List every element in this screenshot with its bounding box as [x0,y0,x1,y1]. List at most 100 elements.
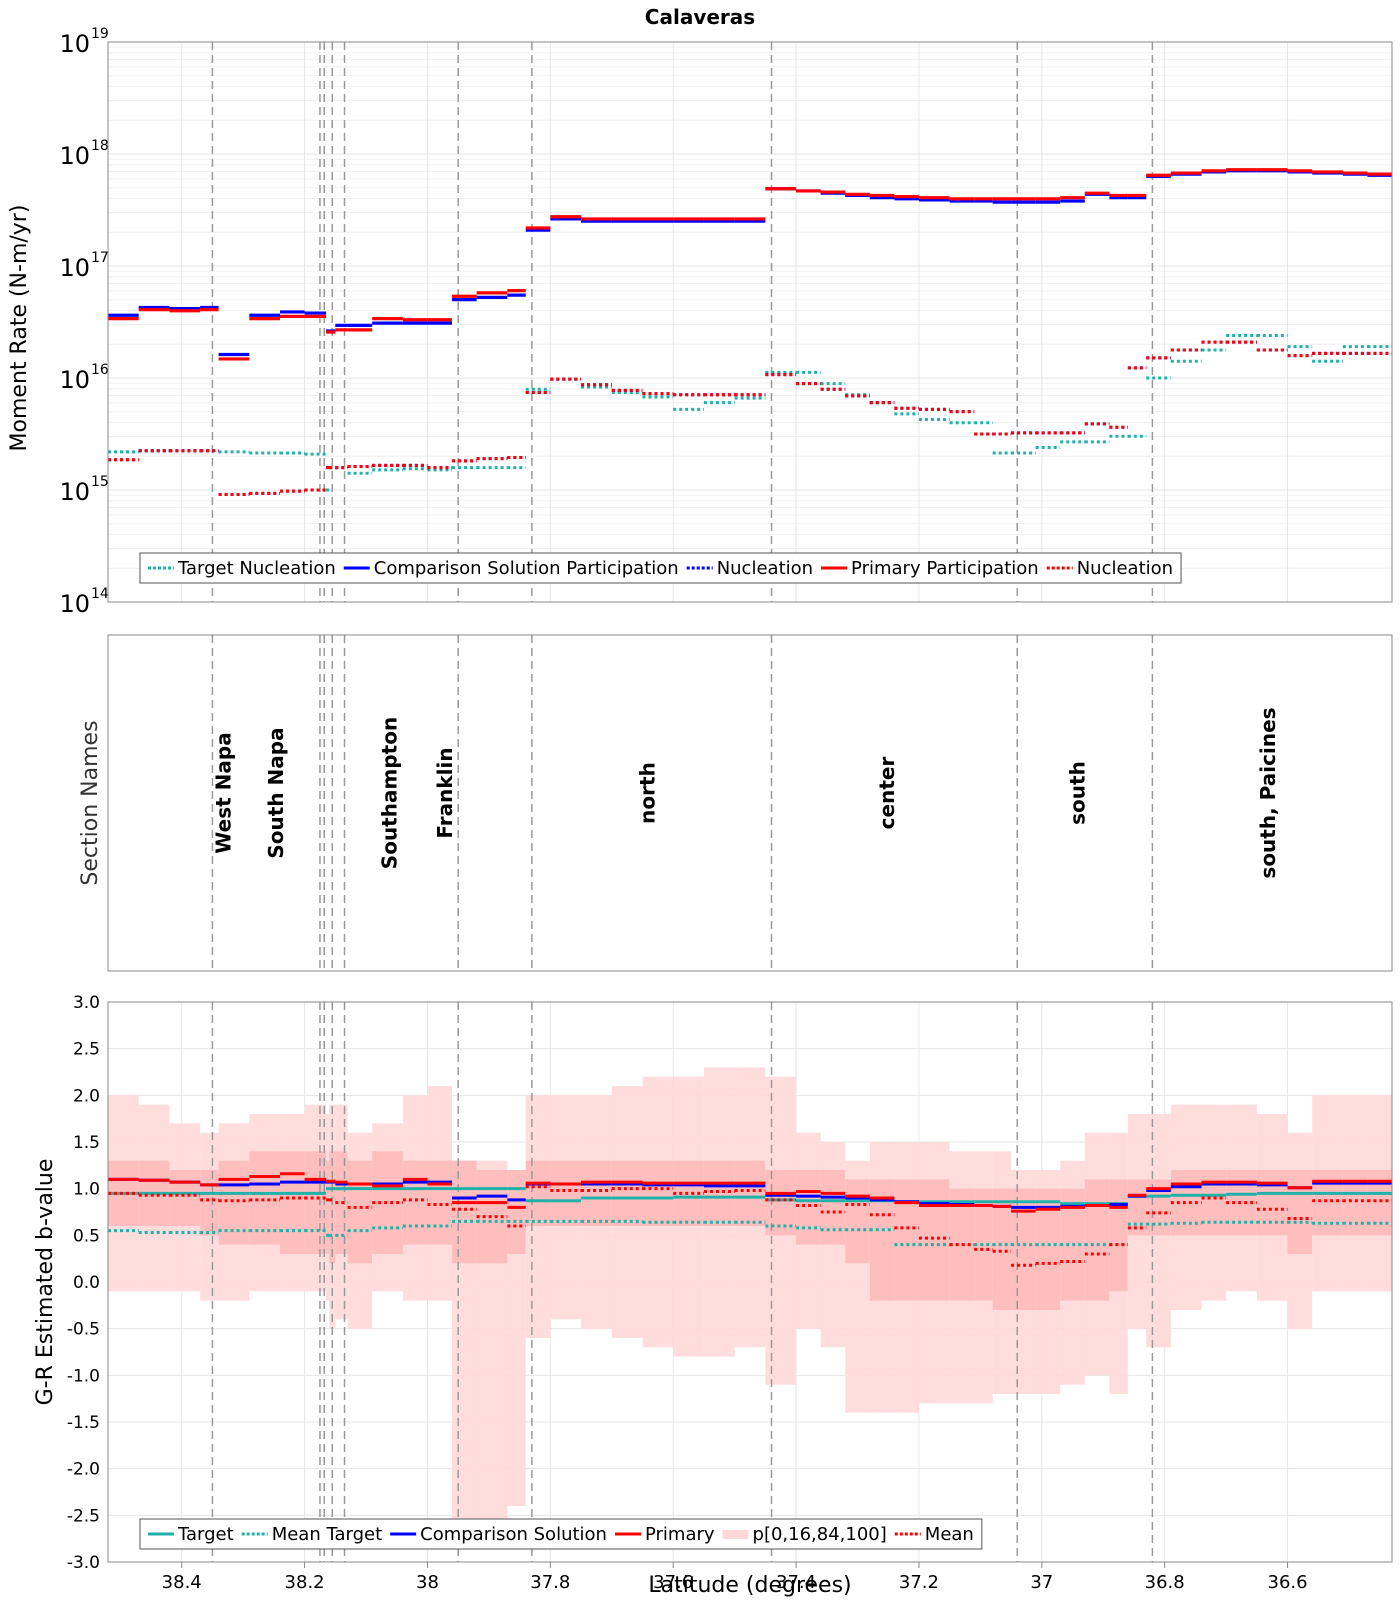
section-label: center [875,757,899,830]
y-tick-exponent: 17 [91,250,109,266]
section-label: south [1066,761,1090,825]
x-axis-label: Latitude (degrees) [648,1573,851,1598]
y-tick-label: -1.5 [67,1413,100,1433]
band-inner [347,1160,373,1264]
x-tick-label: 37.4 [776,1572,816,1593]
moment-rate-plot-frame [107,41,1393,603]
band-inner [1127,1179,1147,1236]
y-axis-label: Moment Rate (N-m/yr) [7,205,32,452]
legend-entry: Primary Participation [851,558,1039,579]
band-inner [1201,1170,1227,1236]
band-inner [169,1170,201,1226]
band-inner [1011,1188,1036,1310]
x-tick-label: 37.8 [530,1572,570,1593]
band-inner [796,1170,821,1245]
band-inner [1109,1179,1128,1292]
y-tick-label: 1.0 [73,1180,100,1200]
y-tick-label: 10 [59,590,90,618]
band-inner [894,1179,919,1301]
y-tick-label: -2.0 [67,1460,100,1480]
band-inner [550,1160,582,1226]
band-inner [992,1188,1012,1310]
band-inner [765,1170,797,1236]
band-inner [402,1160,428,1245]
band-inner [845,1179,870,1264]
x-tick-label: 38 [416,1572,439,1593]
legend-entry: p[0,16,84,100] [753,1524,887,1545]
b-value-panel: -3.0 -2.5 -2.0 -1.5 -1.0 -0.5 0.0 0.5 1.0 1.5 2.0 2… [33,993,1393,1598]
y-tick-label: -1.0 [67,1366,100,1386]
section-names-panel: West Napa South Napa Southampton Franklin no… [78,634,1393,972]
y-tick-label: -2.5 [67,1506,100,1526]
band-inner [525,1160,551,1226]
band-inner [974,1188,993,1301]
y-tick-label: 0.5 [73,1226,100,1246]
moment-rate-legend-box [139,552,1182,584]
y-tick-exponent: 14 [91,586,109,602]
y-tick-label: 0.0 [73,1273,100,1293]
legend-entry: Primary [645,1524,715,1545]
b-value-legend-box [139,1518,983,1550]
legend-entry: Comparison Solution [420,1524,607,1545]
legend-entry: Target Nucleation [177,558,336,579]
band-inner [642,1160,674,1226]
band-inner [734,1160,766,1226]
x-tick-label: 36.6 [1268,1572,1308,1593]
legend-entry: Comparison Solution Participation [374,558,679,579]
band-inner [703,1160,735,1226]
band-inner [249,1151,281,1245]
y-tick-label: -0.5 [67,1320,100,1340]
band-inner [200,1170,219,1236]
band-inner [304,1151,327,1254]
y-tick-label: 2.0 [73,1086,100,1106]
x-tick-label: 37.2 [899,1572,939,1593]
section-label: south, Paicines [1256,707,1280,878]
band-inner [329,1151,336,1264]
section-label: South Napa [264,727,288,858]
x-tick-label: 38.4 [162,1572,202,1593]
y-tick-label: 2.5 [73,1040,100,1060]
y-tick-exponent: 16 [91,362,109,378]
legend-entry: Nucleation [1077,558,1173,579]
band-inner [507,1170,526,1254]
section-label: Southampton [378,717,402,869]
y-axis-label: G-R Estimated b-value [33,1159,58,1406]
legend-swatch [722,1530,749,1539]
y-tick-label: 10 [59,478,90,506]
band-inner [611,1160,643,1226]
band-inner [820,1170,846,1245]
y-tick-label: 10 [59,366,90,394]
section-names-frame [107,634,1393,972]
x-tick-label: 38.2 [285,1572,325,1593]
band-inner [326,1160,330,1254]
legend-entry: Mean [925,1524,974,1545]
legend-entry: Nucleation [717,558,813,579]
band-inner [1084,1179,1110,1301]
y-tick-label: 1.5 [73,1133,100,1153]
legend-entry: Target [177,1524,234,1545]
x-tick-label: 37 [1030,1572,1053,1593]
band-inner [918,1179,950,1301]
band-inner [1287,1170,1313,1254]
b-value-plot-frame [107,1001,1393,1563]
y-tick-label: 3.0 [73,993,100,1013]
y-tick-exponent: 18 [91,138,109,154]
section-label: West Napa [212,732,236,853]
section-label: north [636,762,660,824]
legend-entry: Mean Target [272,1524,382,1545]
band-inner [427,1160,453,1245]
y-tick-exponent: 15 [91,474,109,490]
band-inner [452,1160,477,1264]
chart-title: Calaveras [645,5,755,29]
section-label: Franklin [433,747,457,838]
band-inner [280,1151,305,1254]
y-tick-label: 10 [59,254,90,282]
x-tick-label: 36.8 [1145,1572,1185,1593]
y-tick-label: -3.0 [67,1553,100,1573]
x-tick-label: 37.6 [653,1572,693,1593]
y-tick-label: 10 [59,30,90,58]
band-inner [1256,1170,1288,1236]
y-tick-label: 10 [59,142,90,170]
